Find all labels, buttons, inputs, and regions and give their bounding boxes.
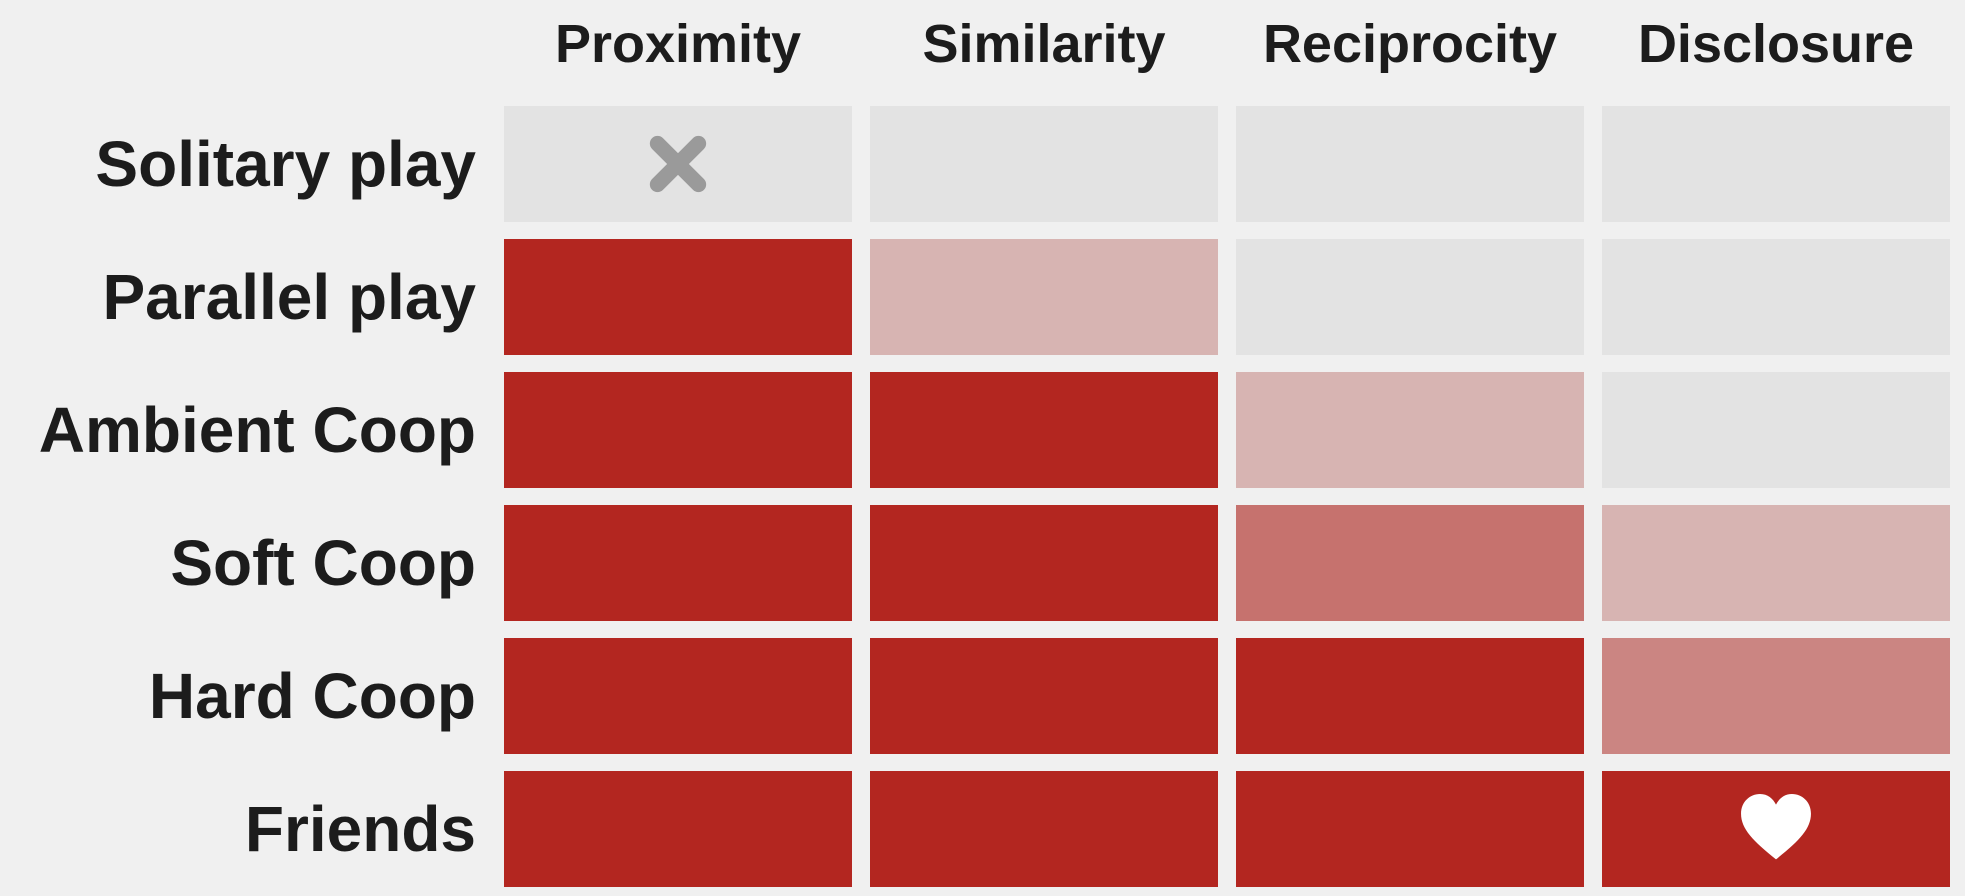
heatmap-cell	[1602, 638, 1950, 754]
row-label: Hard Coop	[148, 660, 476, 732]
heatmap-cell	[1236, 239, 1584, 355]
row-label: Friends	[244, 793, 476, 865]
row-label: Ambient Coop	[38, 394, 476, 466]
heatmap-cell	[1602, 505, 1950, 621]
heatmap-cell	[1602, 771, 1950, 887]
column-label: Reciprocity	[1262, 14, 1558, 74]
column-label: Disclosure	[1637, 14, 1915, 74]
heatmap-cell	[1602, 106, 1950, 222]
heatmap-cell	[1602, 239, 1950, 355]
heatmap-cell	[870, 106, 1218, 222]
heatmap-cell	[1236, 372, 1584, 488]
heatmap-cell	[870, 372, 1218, 488]
heatmap-cell	[1236, 638, 1584, 754]
heatmap-cell	[504, 106, 852, 222]
row-label: Solitary play	[95, 128, 476, 200]
heart-icon	[1741, 794, 1811, 860]
heatmap-cell	[1602, 372, 1950, 488]
heatmap-cell	[870, 505, 1218, 621]
row-label: Parallel play	[102, 261, 476, 333]
row-label: Soft Coop	[170, 527, 476, 599]
heatmap-cell	[504, 505, 852, 621]
heatmap-cell	[504, 239, 852, 355]
heatmap-cell	[870, 771, 1218, 887]
column-label: Similarity	[922, 14, 1166, 74]
heatmap-cell	[870, 239, 1218, 355]
heatmap-cell	[504, 771, 852, 887]
heatmap-cell	[1236, 771, 1584, 887]
heatmap-cell	[1236, 505, 1584, 621]
heatmap-cell	[504, 638, 852, 754]
heatmap-cell	[870, 638, 1218, 754]
heatmap-cell	[504, 372, 852, 488]
column-label: Proximity	[554, 14, 802, 74]
heatmap-cell	[1236, 106, 1584, 222]
x-mark-icon	[649, 135, 707, 193]
